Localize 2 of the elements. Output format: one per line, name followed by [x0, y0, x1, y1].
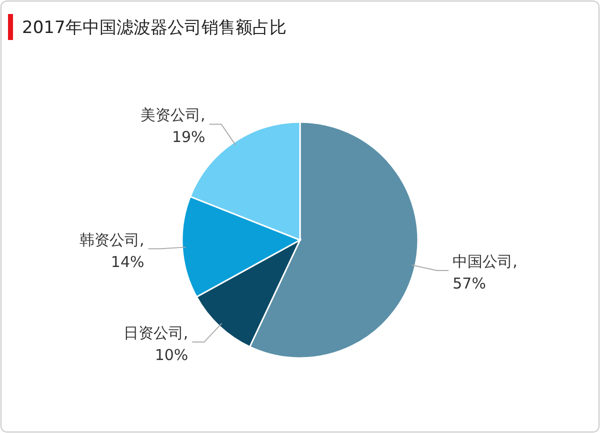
slice-label: 中国公司 — [452, 252, 513, 271]
chart-title: 2017年中国滤波器公司销售额占比 — [22, 18, 286, 38]
